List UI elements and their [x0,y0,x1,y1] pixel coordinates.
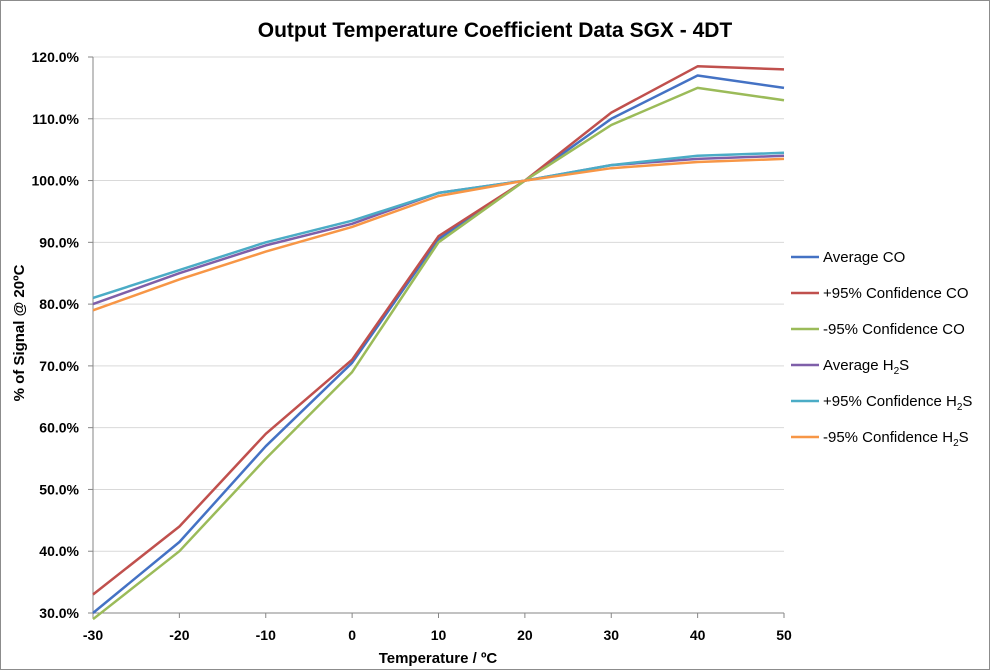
y-tick-label: 100.0% [32,173,80,189]
series-line-1 [92,74,785,614]
legend-label: -95% Confidence CO [823,321,965,338]
y-tick-label: 30.0% [39,605,79,621]
series-line-4 [92,154,785,306]
x-tick-label: 40 [690,627,706,643]
legend-label: +95% Confidence CO [823,285,969,302]
legend: Average CO +95% Confidence CO -95% Confide… [791,249,972,449]
y-tick-label: 40.0% [39,543,79,559]
x-tick-label: 10 [431,627,447,643]
legend-item: -95% Confidence H2S [791,429,969,449]
legend-item: Average H2S [791,357,909,377]
y-tick-label: 120.0% [32,49,80,65]
series-line-3 [92,86,785,621]
legend-item: -95% Confidence CO [791,321,965,338]
legend-label: Average H2S [823,357,909,377]
x-tick-label: 0 [348,627,356,643]
y-axis-label: % of Signal @ 20ºC [11,264,28,401]
y-tick-label: 80.0% [39,296,79,312]
y-tick-label: 90.0% [39,234,79,250]
x-tick-label: 30 [603,627,619,643]
legend-label: Average CO [823,249,905,266]
x-tick-label: -10 [256,627,276,643]
y-tick-label: 50.0% [39,481,79,497]
series-line-6 [92,157,785,312]
legend-item: +95% Confidence H2S [791,393,972,413]
x-tick-label: -20 [169,627,189,643]
y-tick-label: 70.0% [39,358,79,374]
series-line-5 [92,151,785,300]
legend-label: +95% Confidence H2S [823,393,972,413]
legend-item: Average CO [791,249,905,266]
x-tick-label: -30 [83,627,103,643]
legend-item: +95% Confidence CO [791,285,969,302]
axes: 30.0% 40.0% 50.0% 60.0% 70.0% 80.0% 90.0% 100.0… [32,49,792,643]
series-lines [92,65,785,621]
y-tick-label: 110.0% [32,111,79,127]
x-axis-label: Temperature / ºC [379,650,498,667]
gridlines [93,56,784,614]
y-tick-label: 60.0% [39,420,79,436]
legend-label: -95% Confidence H2S [823,429,969,449]
chart-title: Output Temperature Coefficient Data SGX … [258,19,733,42]
series-line-2 [92,65,785,596]
x-tick-label: 20 [517,627,533,643]
x-tick-label: 50 [776,627,792,643]
